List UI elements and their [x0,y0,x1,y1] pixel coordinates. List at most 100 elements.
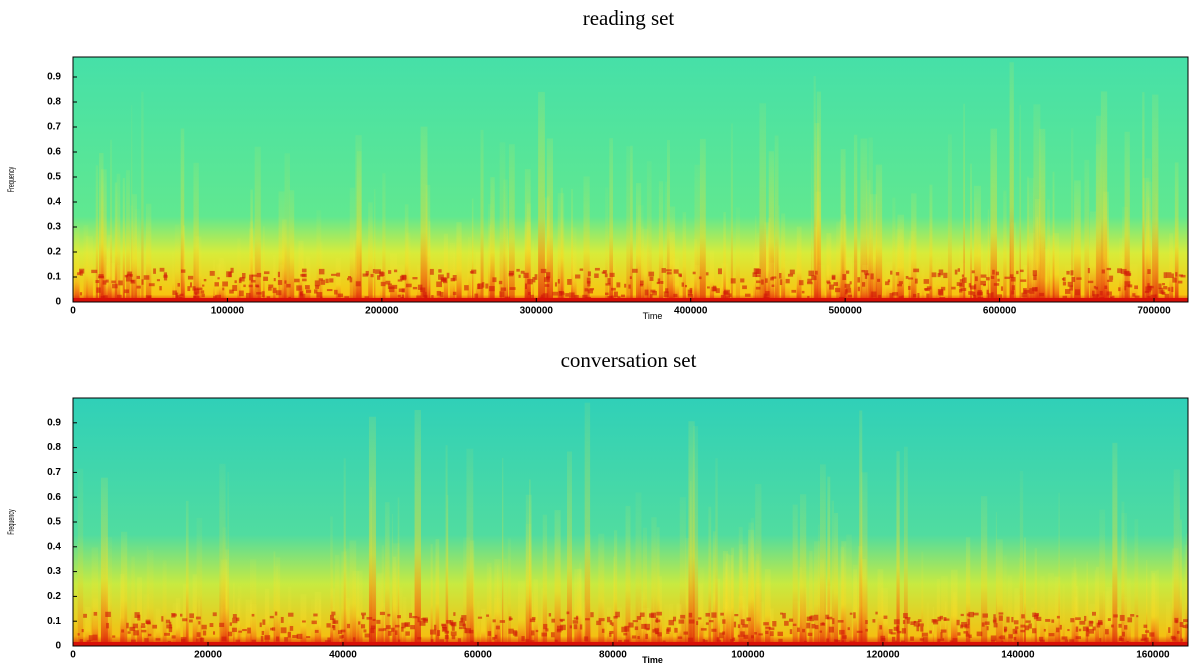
spectrogram-energy [302,278,307,282]
spectrogram-energy [738,605,746,646]
spectrogram-energy [968,283,972,288]
spectrogram-energy [918,623,924,627]
spectrogram-energy [639,284,644,287]
spectrogram-energy [716,637,720,642]
spectrogram-energy [242,629,247,632]
spectrogram-energy [1165,272,1172,278]
spectrogram-energy [624,625,630,632]
spectrogram-energy [361,614,365,620]
spectrogram-energy [1085,631,1090,637]
spectrogram-energy [349,187,356,302]
spectrogram-energy [335,258,341,302]
spectrogram-energy [118,280,123,286]
x-tick-label: 0 [70,306,76,317]
spectrogram-energy [748,529,755,646]
spectrogram-energy [609,272,615,277]
spectrogram-energy [385,502,390,646]
spectrogram-energy [1144,637,1149,643]
spectrogram-energy [569,292,575,298]
spectrogram-energy [387,613,391,617]
spectrogram-energy [83,613,87,618]
spectrogram-energy [981,496,988,646]
spectrogram-energy [263,226,265,302]
spectrogram-energy [362,273,369,277]
spectrogram-energy [584,288,589,292]
spectrogram-energy [436,281,443,288]
spectrogram-energy [1167,287,1171,292]
spectrogram-energy [951,286,956,290]
spectrogram-energy [649,276,654,281]
spectrogram-energy [112,283,118,289]
spectrogram-energy [931,619,937,623]
spectrogram-energy [813,614,819,621]
spectrogram-energy [789,629,793,635]
spectrogram-energy [230,267,234,273]
spectrogram-energy [1186,533,1188,646]
spectrogram-energy [331,273,337,276]
spectrogram-energy [652,597,655,646]
spectrogram-energy [654,627,659,631]
spectrogram-energy [657,278,661,284]
y-tick-label: 0.8 [47,442,61,453]
spectrogram-energy [1121,256,1123,302]
spectrogram-energy [1023,537,1026,646]
spectrogram-energy [629,276,632,280]
spectrogram-energy [740,278,745,283]
spectrogram-energy [1003,628,1007,633]
spectrogram-energy [101,169,107,302]
spectrogram-energy [339,635,343,639]
spectrogram-energy [986,626,989,631]
spectrogram-energy [162,560,167,646]
spectrogram-energy [1084,159,1090,302]
spectrogram-energy [750,635,754,639]
spectrogram-energy [136,275,141,279]
spectrogram-energy [678,619,685,624]
spectrogram-energy [100,477,108,646]
spectrogram-energy [284,280,287,284]
spectrogram-energy [314,591,322,646]
spectrogram-energy [557,193,565,302]
spectrogram-energy [509,287,516,290]
spectrogram-energy [134,209,141,302]
spectrogram-energy [1012,628,1018,635]
spectrogram-energy [172,290,177,295]
spectrogram-energy [329,614,335,621]
spectrogram-energy [368,416,376,646]
spectrogram-energy [445,445,448,646]
spectrogram-energy [567,451,572,646]
spectrogram-energy [277,271,280,278]
spectrogram-energy [847,627,850,631]
spectrogram-energy [263,276,269,281]
spectrogram-energy [103,295,108,300]
spectrogram-energy [558,291,563,296]
spectrogram-energy [105,611,111,617]
spectrogram-energy [380,281,386,287]
spectrogram-energy [607,296,612,300]
spectrogram-energy [554,639,558,643]
spectrogram-energy [1070,618,1075,623]
spectrogram-energy [209,270,215,276]
spectrogram-energy [892,197,896,302]
spectrogram-energy [1147,283,1150,288]
spectrogram-energy [1107,279,1113,282]
spectrogram-energy [621,626,627,633]
spectrogram-energy [353,637,356,642]
spectrogram-energy [732,637,736,641]
spectrogram-energy [560,624,566,631]
spectrogram-energy [887,279,891,283]
spectrogram-energy [990,128,997,302]
spectrogram-energy [722,631,726,635]
spectrogram-energy [677,636,683,639]
spectrogram-energy [232,285,238,291]
spectrogram-energy [196,638,199,642]
spectrogram-energy [259,622,262,628]
spectrogram-energy [106,622,109,629]
spectrogram-energy [1152,94,1159,302]
spectrogram-energy [1099,290,1103,296]
spectrogram-energy [1033,615,1039,620]
spectrogram-energy [880,635,886,642]
spectrogram-energy [1103,591,1110,646]
spectrogram-energy [943,617,947,621]
spectrogram-energy [272,287,277,294]
spectrogram-energy [159,286,162,291]
